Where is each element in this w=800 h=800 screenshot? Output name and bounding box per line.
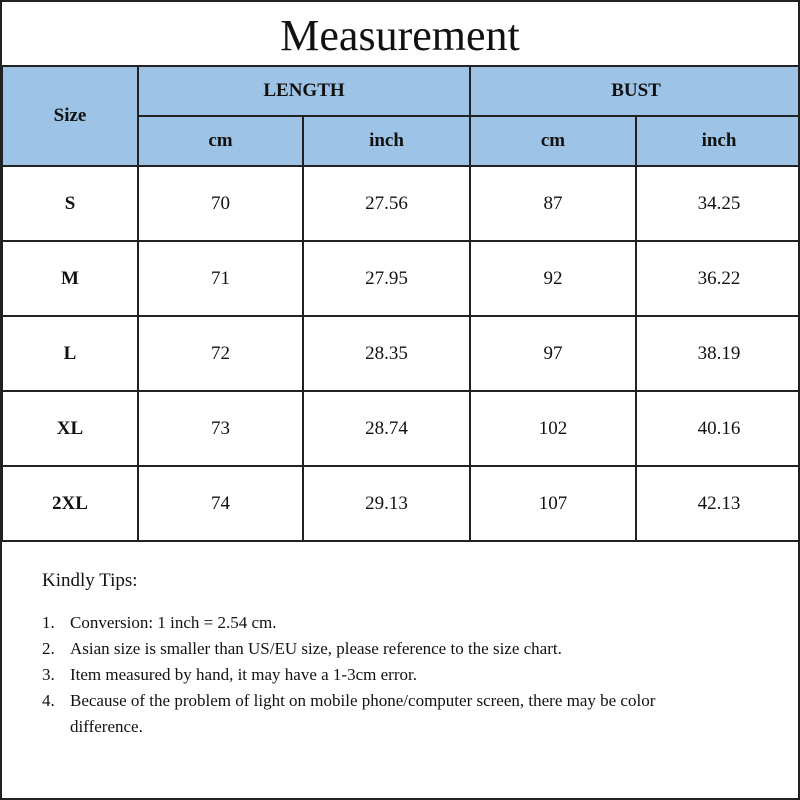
cell-bust-cm: 92 [469,240,637,317]
cell-length-cm: 73 [137,390,304,467]
measurement-table: Size LENGTH BUST cm inch cm inch S 70 27.5… [2,65,798,542]
cell-length-cm: 71 [137,240,304,317]
table-row: XL 73 28.74 102 40.16 [2,390,798,467]
cell-size: S [2,165,139,242]
tip-text: Asian size is smaller than US/EU size, p… [70,639,562,658]
cell-length-inch: 28.35 [302,315,471,392]
cell-length-inch: 28.74 [302,390,471,467]
cell-bust-inch: 40.16 [634,390,798,467]
cell-size: L [2,315,139,392]
tips-heading: Kindly Tips: [42,570,138,591]
tip-item: 1. Conversion: 1 inch = 2.54 cm. [42,610,690,636]
cell-size: XL [2,390,139,467]
tip-number: 3. [42,665,55,684]
cell-length-inch: 27.95 [302,240,471,317]
tip-text: Conversion: 1 inch = 2.54 cm. [70,613,277,632]
header-length: LENGTH [137,65,471,117]
cell-length-cm: 74 [137,465,304,542]
cell-size: M [2,240,139,317]
cell-bust-inch: 42.13 [634,465,798,542]
tip-item: 2. Asian size is smaller than US/EU size,… [42,636,690,662]
tip-number: 1. [42,613,55,632]
tips-list: 1. Conversion: 1 inch = 2.54 cm. 2. Asian s… [42,610,690,740]
cell-bust-inch: 34.25 [634,165,798,242]
cell-bust-inch: 38.19 [634,315,798,392]
cell-bust-cm: 107 [469,465,637,542]
header-length-cm: cm [137,115,304,167]
header-size: Size [2,65,139,167]
chart-title: Measurement [280,11,520,60]
tip-text: Item measured by hand, it may have a 1-3… [70,665,417,684]
tip-number: 2. [42,639,55,658]
table-row: S 70 27.56 87 34.25 [2,165,798,242]
tip-item: 3. Item measured by hand, it may have a 1… [42,662,690,688]
cell-bust-inch: 36.22 [634,240,798,317]
tip-item: 4. Because of the problem of light on mob… [42,688,690,740]
tips-section: Kindly Tips: 1. Conversion: 1 inch = 2.54… [42,570,690,740]
table-row: M 71 27.95 92 36.22 [2,240,798,317]
cell-bust-cm: 97 [469,315,637,392]
cell-bust-cm: 87 [469,165,637,242]
table-row: L 72 28.35 97 38.19 [2,315,798,392]
table-row: 2XL 74 29.13 107 42.13 [2,465,798,542]
cell-size: 2XL [2,465,139,542]
cell-length-inch: 27.56 [302,165,471,242]
cell-bust-cm: 102 [469,390,637,467]
cell-length-inch: 29.13 [302,465,471,542]
tip-text: Because of the problem of light on mobil… [70,691,656,736]
tip-number: 4. [42,691,55,710]
header-bust-inch: inch [634,115,798,167]
header-length-inch: inch [302,115,471,167]
header-bust-cm: cm [469,115,637,167]
cell-length-cm: 72 [137,315,304,392]
header-bust: BUST [468,65,798,117]
cell-length-cm: 70 [137,165,304,242]
